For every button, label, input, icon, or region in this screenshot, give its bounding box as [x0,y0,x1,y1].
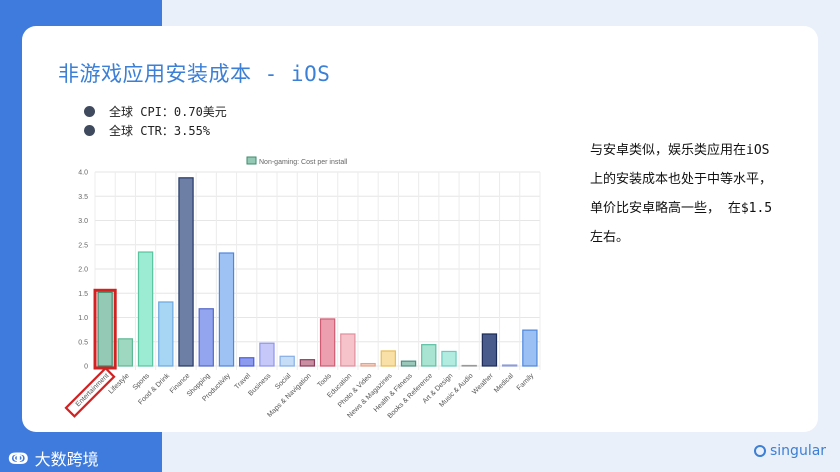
brand-icon: ↂ [8,448,29,468]
bar-health-fitness [400,360,417,367]
brand-name-left: 大数跨境 [34,450,99,469]
y-tick-label: 0.5 [78,339,88,346]
x-tick-label: Entertainment [75,372,111,408]
x-tick-label: Social [274,372,293,391]
cost-per-install-chart: Non-gaming: Cost per install 4.0 3.5 3.0 2.5… [64,156,541,420]
x-tick-label: Business [247,372,272,397]
slide-card [22,26,818,432]
bullet-dot [84,125,95,136]
bar-sports [137,251,154,367]
x-tick-label: Weather [471,372,495,396]
brand-logo-left: ↂ 大数跨境 [8,446,99,470]
bar-food-drink [158,301,174,367]
bar-education [340,333,356,367]
x-tick-label: Medical [493,372,515,394]
bar-entertainment [97,291,113,367]
highlight-box-label [64,366,116,418]
bar-medical [501,364,518,367]
bar-tools [319,318,336,367]
bar-family [522,329,538,367]
y-tick-label: 3.0 [78,218,88,225]
x-tick-label: Travel [234,372,253,391]
bar-social [279,355,295,367]
singular-logo-icon [754,445,766,457]
bar-news-magazines [380,350,396,367]
y-tick-label: 2.0 [78,267,88,274]
bar-maps-navigation [299,359,316,367]
brand-logo-right: singular [754,443,826,459]
y-tick-label: 3.5 [78,194,88,201]
stat-global-cpi: 全球 CPI：0.70美元 [84,103,227,120]
y-tick-label: 1.5 [78,291,88,298]
brand-name-right: singular [770,443,827,459]
bar-lifestyle [117,338,134,367]
y-tick-label: 4.0 [78,170,88,177]
stat-global-ctr: 全球 CTR：3.55% [84,122,210,139]
bar-books-reference [421,344,437,367]
slide-title: 非游戏应用安装成本 - iOS [58,62,331,86]
description-text: 与安卓类似，娱乐类应用在iOS 上的安装成本也处于中等水平，单价比安卓略高一些，… [590,143,773,245]
bar-photo-video [360,362,376,367]
y-tick-label: 1.0 [78,315,88,322]
bullet-dot [84,106,95,117]
bar-weather [481,333,498,367]
x-tick-label: Sports [132,372,152,392]
x-tick-label: Family [516,372,536,392]
y-tick-label: 0 [84,364,88,371]
stat-ctr-label: 全球 CTR：3.55% [109,124,211,138]
bar-finance [178,177,194,367]
y-tick-label: 2.5 [78,242,88,249]
bar-shopping [198,308,214,367]
x-tick-label: Lifestyle [108,372,131,395]
bar-travel [239,357,255,367]
legend-swatch [246,156,257,165]
stat-cpi-label: 全球 CPI：0.70美元 [109,105,227,119]
bar-art-design [441,350,457,367]
bar-business [259,342,275,367]
legend-label: Non-gaming: Cost per install [259,159,348,166]
bar-productivity [218,252,235,367]
x-tick-label: Tools [317,372,334,389]
bar-music-audio [461,364,477,367]
